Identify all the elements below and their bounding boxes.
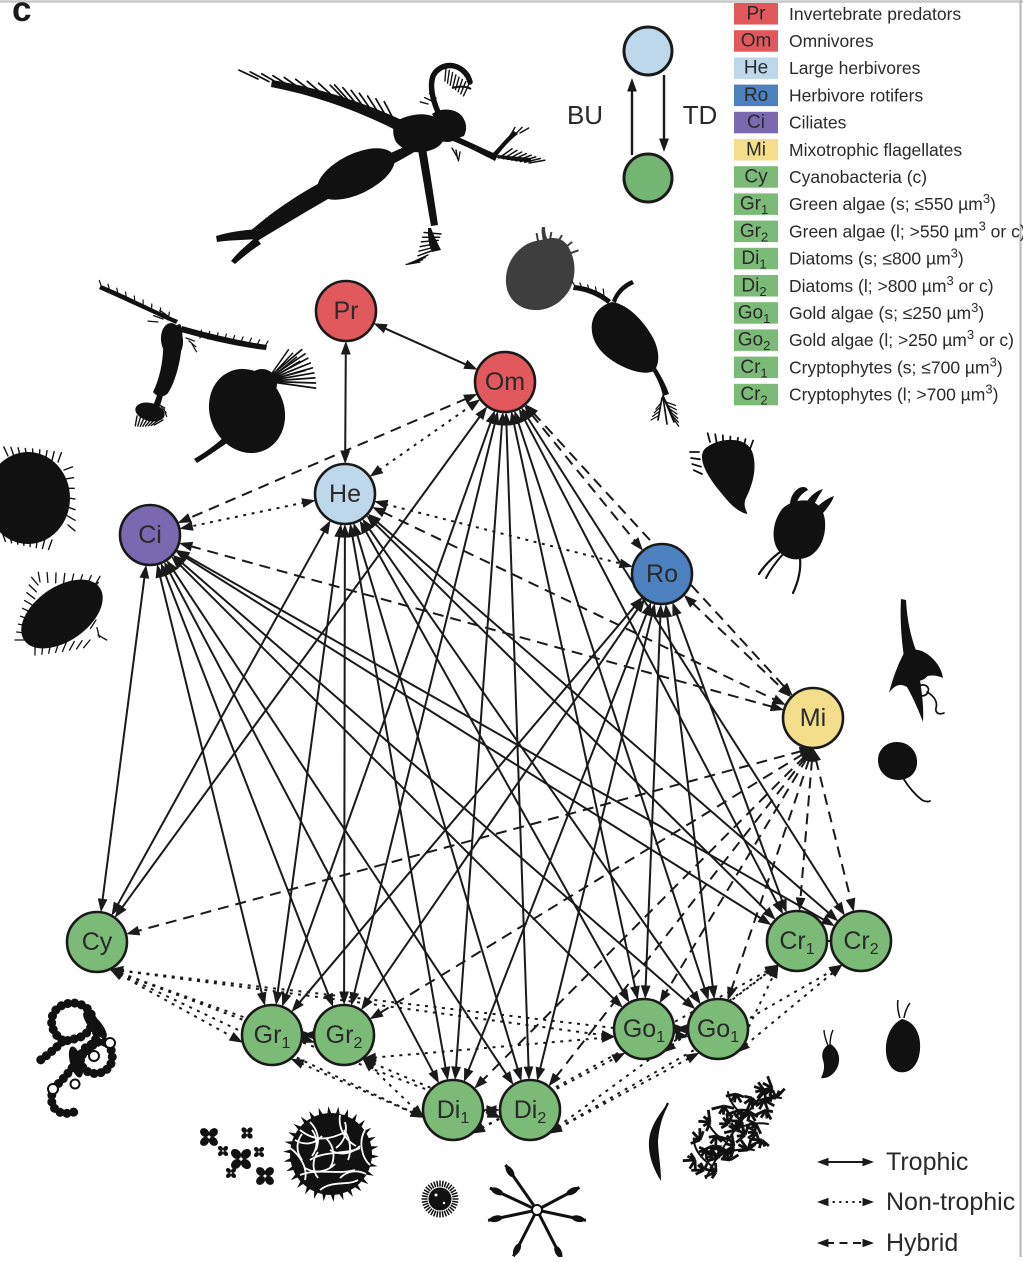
svg-text:Cyanobacteria (c): Cyanobacteria (c) — [789, 167, 927, 187]
svg-text:Cryptophytes (s; ≤700 µm3): Cryptophytes (s; ≤700 µm3) — [789, 354, 1003, 378]
svg-text:Ro: Ro — [646, 560, 678, 588]
svg-text:Diatoms (s; ≤800 µm3): Diatoms (s; ≤800 µm3) — [789, 245, 964, 269]
svg-text:Gold algae (s; ≤250 µm3): Gold algae (s; ≤250 µm3) — [789, 299, 984, 323]
svg-text:Cy: Cy — [82, 928, 113, 956]
svg-text:Pr: Pr — [747, 3, 767, 24]
svg-text:Ro: Ro — [744, 85, 768, 106]
svg-text:Ciliates: Ciliates — [789, 113, 847, 133]
svg-text:Non-trophic: Non-trophic — [886, 1188, 1015, 1216]
svg-text:He: He — [744, 58, 768, 79]
svg-text:Mi: Mi — [800, 704, 826, 732]
svg-text:Om: Om — [741, 31, 772, 52]
svg-text:Om: Om — [485, 368, 525, 396]
svg-text:He: He — [329, 480, 361, 508]
svg-text:Mixotrophic flagellates: Mixotrophic flagellates — [789, 140, 962, 160]
svg-text:Green algae (l; >550 µm3 or c): Green algae (l; >550 µm3 or c) — [789, 218, 1023, 242]
svg-text:Diatoms (l; >800 µm3 or c): Diatoms (l; >800 µm3 or c) — [789, 272, 994, 296]
svg-text:Green algae (s; ≤550 µm3): Green algae (s; ≤550 µm3) — [789, 191, 996, 215]
svg-text:TD: TD — [683, 100, 718, 130]
svg-text:Herbivore rotifers: Herbivore rotifers — [789, 85, 923, 105]
svg-text:Ci: Ci — [138, 521, 162, 549]
svg-text:Omnivores: Omnivores — [789, 31, 874, 51]
svg-text:Trophic: Trophic — [886, 1148, 968, 1176]
svg-text:Cy: Cy — [744, 166, 768, 187]
svg-text:Pr: Pr — [334, 297, 359, 325]
svg-text:Gold algae (l; >250 µm3 or c): Gold algae (l; >250 µm3 or c) — [789, 327, 1014, 351]
svg-text:Invertebrate predators: Invertebrate predators — [789, 4, 961, 24]
svg-text:BU: BU — [567, 100, 603, 130]
svg-text:Large herbivores: Large herbivores — [789, 58, 921, 78]
svg-text:Mi: Mi — [746, 139, 766, 160]
svg-text:c: c — [12, 0, 31, 29]
svg-text:Cryptophytes (l; >700 µm3): Cryptophytes (l; >700 µm3) — [789, 381, 998, 405]
svg-text:Ci: Ci — [747, 112, 765, 133]
svg-text:Hybrid: Hybrid — [886, 1229, 958, 1257]
